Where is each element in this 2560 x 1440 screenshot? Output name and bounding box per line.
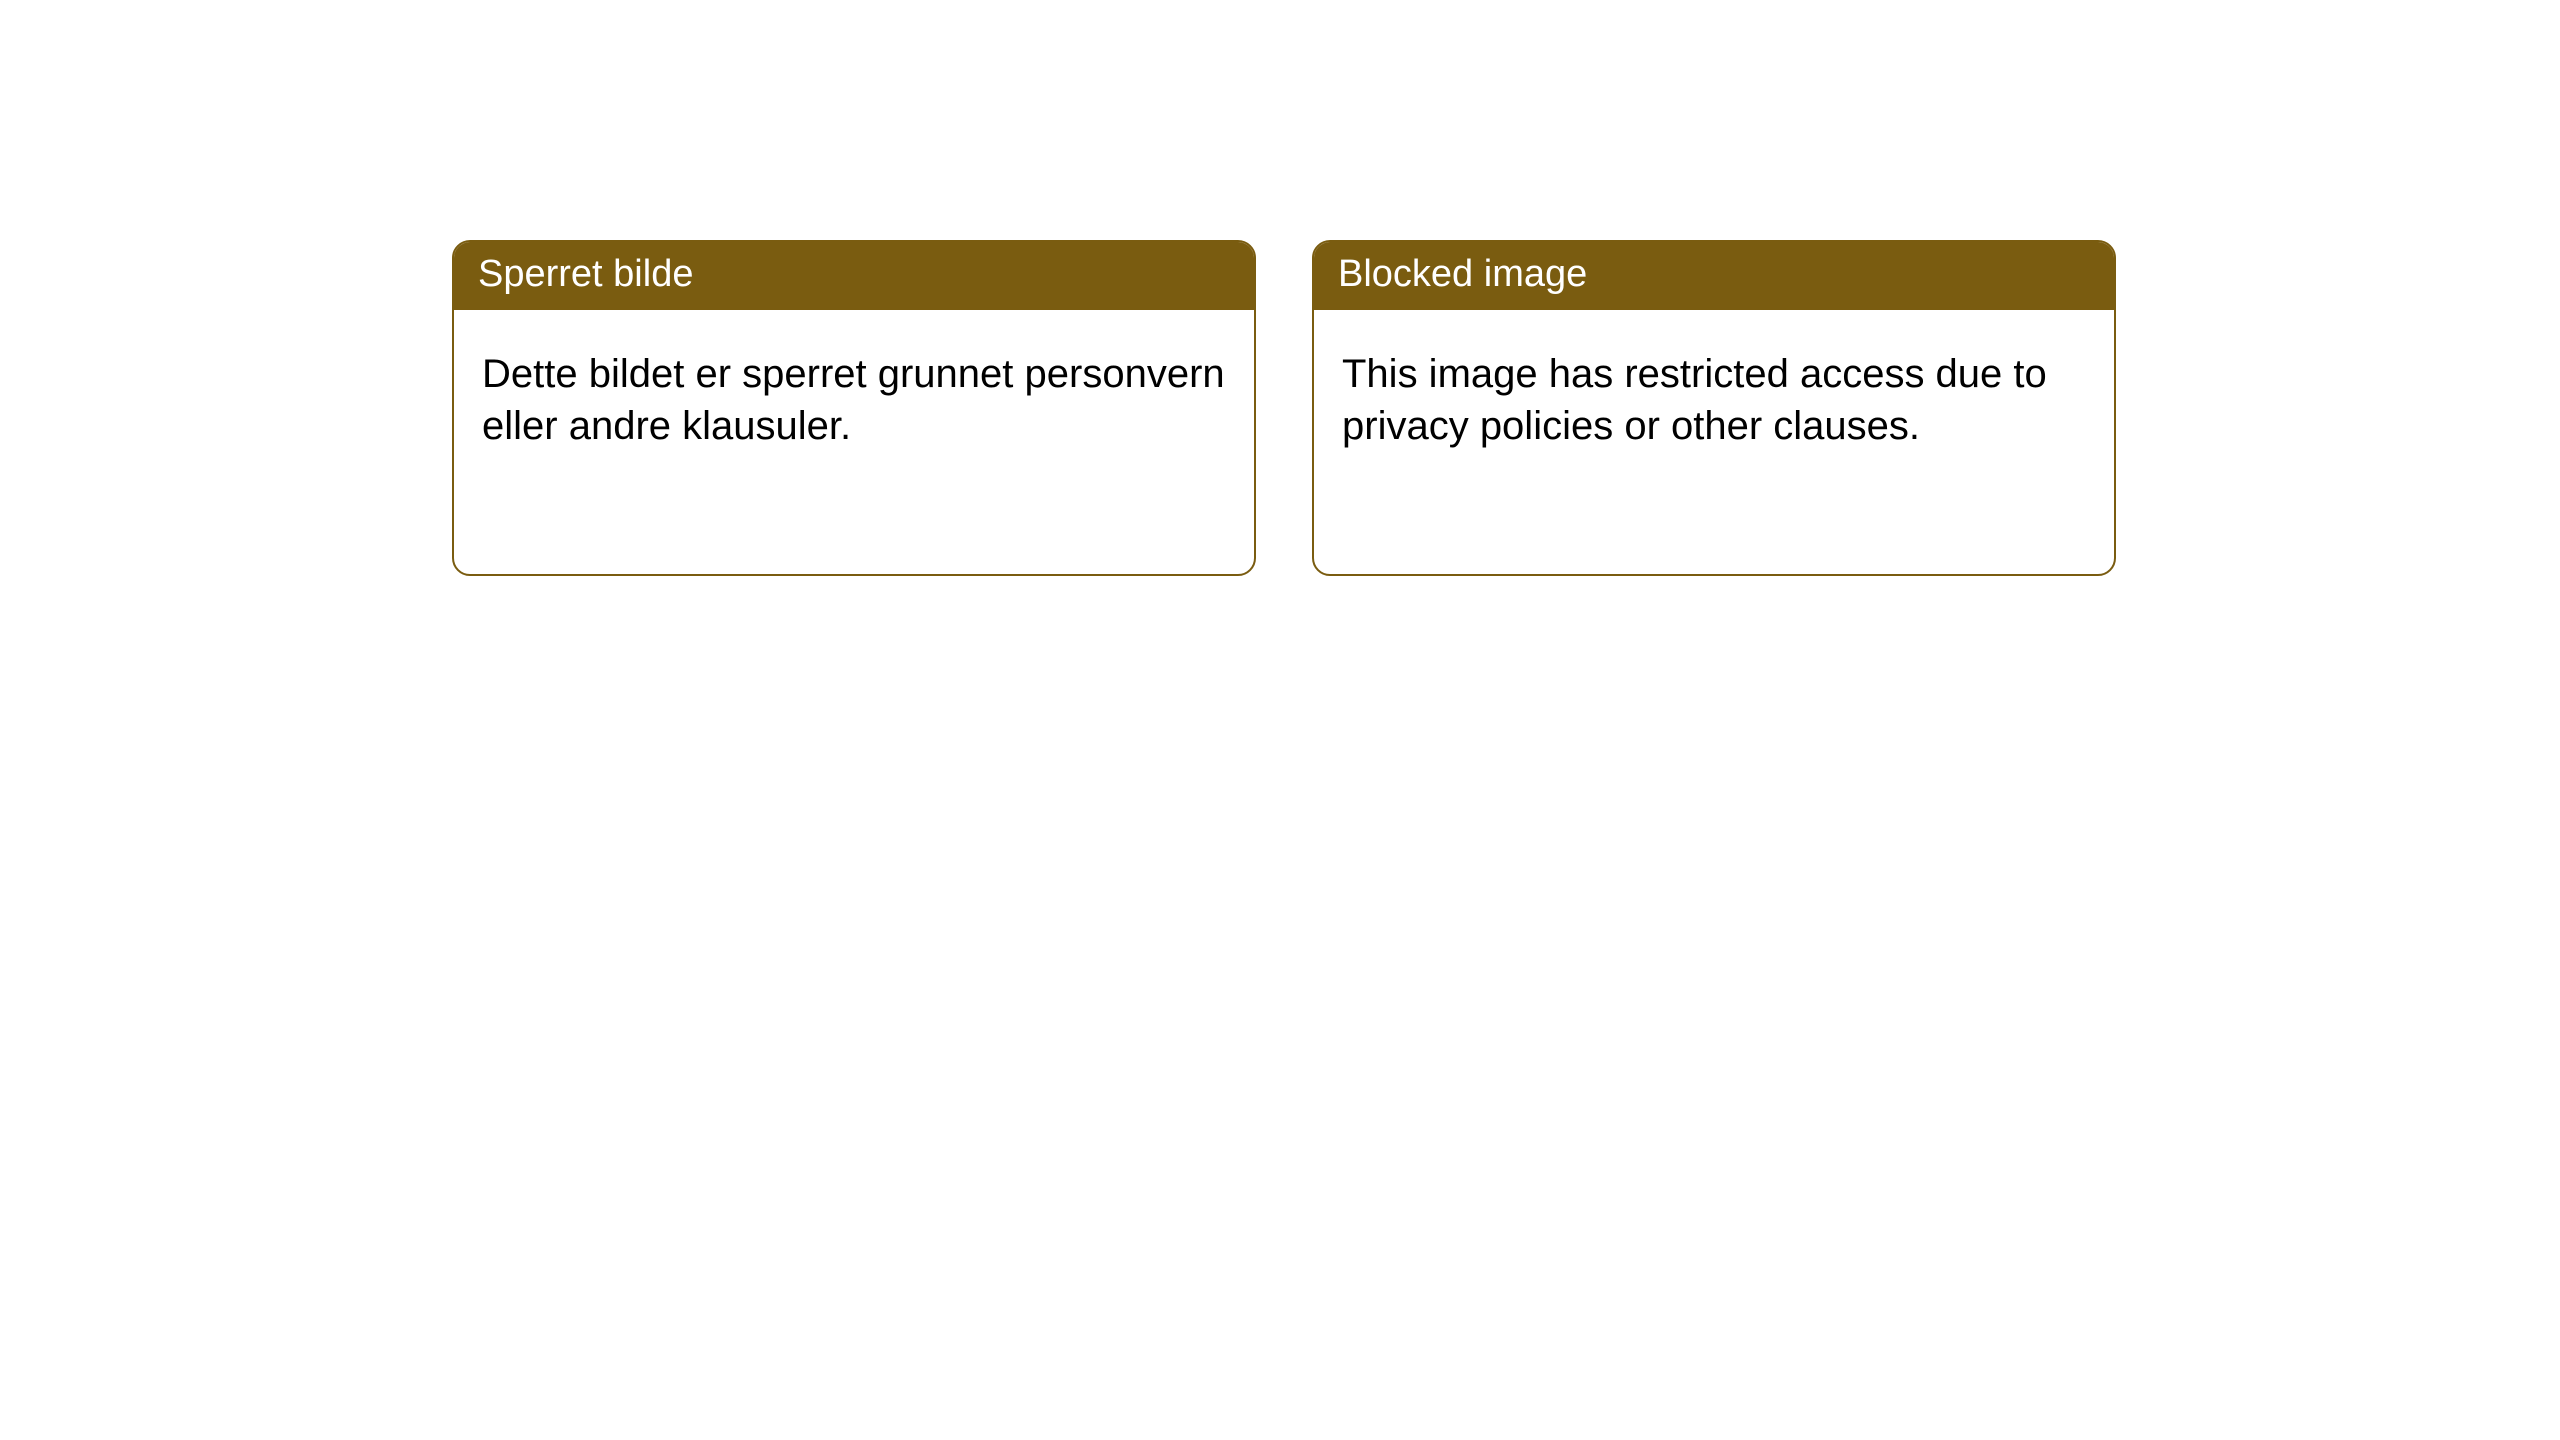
notice-box-english: Blocked image This image has restricted … <box>1312 240 2116 576</box>
notice-header-english: Blocked image <box>1314 242 2114 310</box>
notice-body-english: This image has restricted access due to … <box>1314 310 2114 490</box>
notice-box-norwegian: Sperret bilde Dette bildet er sperret gr… <box>452 240 1256 576</box>
notice-body-norwegian: Dette bildet er sperret grunnet personve… <box>454 310 1254 490</box>
notice-container: Sperret bilde Dette bildet er sperret gr… <box>0 0 2560 576</box>
notice-header-norwegian: Sperret bilde <box>454 242 1254 310</box>
